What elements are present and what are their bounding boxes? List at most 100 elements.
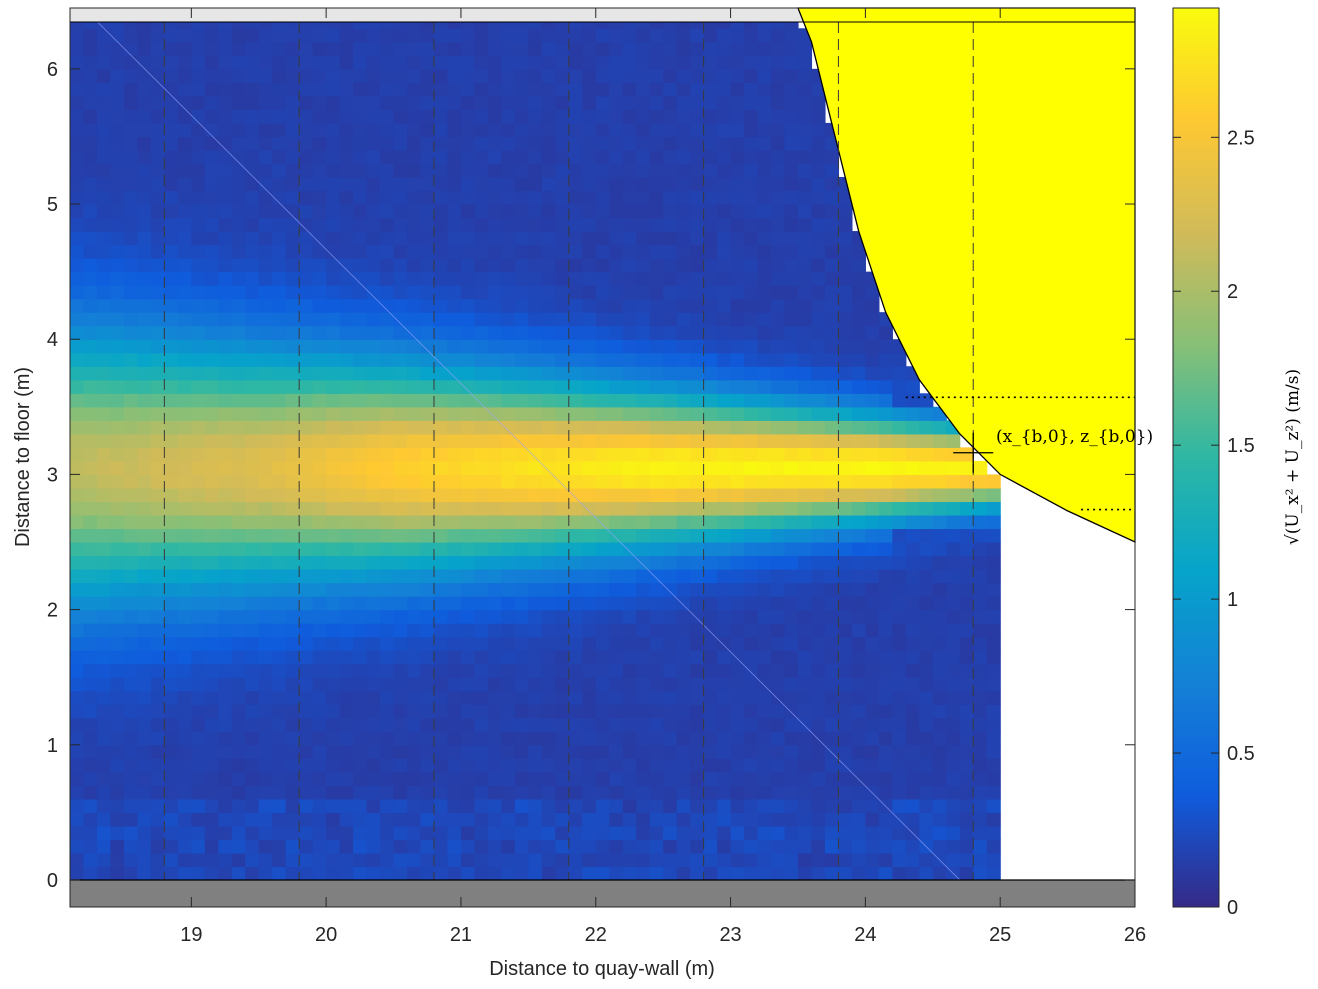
heat-cell xyxy=(150,366,165,381)
heat-cell xyxy=(541,839,556,854)
heat-cell xyxy=(501,744,516,759)
heat-cell xyxy=(487,55,502,70)
heat-cell xyxy=(83,690,98,705)
heat-cell xyxy=(568,109,583,124)
heat-cell xyxy=(339,379,354,394)
heat-cell xyxy=(595,82,610,97)
heat-cell xyxy=(70,325,85,340)
heat-cell xyxy=(245,217,260,232)
heat-cell xyxy=(299,68,314,83)
heat-cell xyxy=(299,55,314,70)
heat-cell xyxy=(380,366,395,381)
heat-cell xyxy=(285,555,300,570)
heat-cell xyxy=(150,176,165,192)
heat-cell xyxy=(70,68,85,83)
heat-cell xyxy=(811,731,826,746)
heat-cell xyxy=(690,771,705,786)
heat-cell xyxy=(474,582,489,597)
heat-cell xyxy=(231,514,246,530)
heat-cell xyxy=(582,582,597,597)
heat-cell xyxy=(380,758,395,773)
heat-cell xyxy=(649,149,664,165)
heat-cell xyxy=(447,569,462,584)
colorbar-tick-label: 0 xyxy=(1227,897,1238,919)
heat-cell xyxy=(717,541,732,557)
heat-cell xyxy=(474,650,489,665)
heat-cell xyxy=(541,55,556,70)
heat-cell xyxy=(663,204,678,219)
heat-cell xyxy=(609,285,624,300)
heat-cell xyxy=(595,68,610,83)
heat-cell xyxy=(555,339,570,354)
heat-cell xyxy=(204,68,219,83)
heat-cell xyxy=(568,650,583,665)
heat-cell xyxy=(744,176,759,192)
heat-cell xyxy=(622,136,637,151)
heat-cell xyxy=(204,569,219,584)
heat-cell xyxy=(380,609,395,624)
heat-cell xyxy=(447,609,462,624)
heat-cell xyxy=(487,663,502,678)
heat-cell xyxy=(892,771,907,786)
heat-cell xyxy=(959,596,974,611)
heat-cell xyxy=(218,420,233,435)
heat-cell xyxy=(528,636,543,651)
heat-cell xyxy=(663,258,678,273)
heat-cell xyxy=(986,514,1001,530)
heat-cell xyxy=(663,122,678,138)
heat-cell xyxy=(164,555,179,570)
heat-cell xyxy=(797,690,813,705)
heat-cell xyxy=(771,609,786,624)
heat-cell xyxy=(663,690,678,705)
heat-cell xyxy=(973,866,988,881)
heat-cell xyxy=(460,190,476,205)
heat-cell xyxy=(366,204,381,219)
heat-cell xyxy=(204,28,219,43)
heat-cell xyxy=(676,785,691,800)
heat-cell xyxy=(676,271,691,286)
heat-cell xyxy=(568,744,583,759)
heat-cell xyxy=(177,636,192,651)
heat-cell xyxy=(231,677,246,692)
heat-cell xyxy=(784,785,799,800)
heat-cell xyxy=(663,190,678,205)
heat-cell xyxy=(973,690,988,705)
heat-cell xyxy=(164,325,179,340)
heat-cell xyxy=(380,852,395,868)
heat-cell xyxy=(541,704,556,719)
heat-cell xyxy=(595,379,610,394)
heat-cell xyxy=(717,95,732,110)
heat-cell xyxy=(380,514,395,530)
heat-cell xyxy=(865,852,880,868)
heat-cell xyxy=(123,839,138,854)
heat-cell xyxy=(447,271,462,286)
heat-cell xyxy=(137,474,152,489)
heat-cell xyxy=(973,636,988,651)
heat-cell xyxy=(218,555,233,570)
heat-cell xyxy=(946,690,961,705)
heat-cell xyxy=(824,258,840,273)
heat-cell xyxy=(582,690,597,705)
heat-cell xyxy=(784,609,799,624)
heat-cell xyxy=(177,609,192,624)
heat-cell xyxy=(420,176,435,192)
heat-cell xyxy=(568,406,583,421)
heat-cell xyxy=(474,258,489,273)
heat-cell xyxy=(919,798,934,813)
heat-cell xyxy=(326,582,341,597)
heat-cell xyxy=(919,541,934,557)
heat-cell xyxy=(272,420,287,435)
heat-cell xyxy=(231,528,246,543)
heat-cell xyxy=(460,812,476,827)
heat-cell xyxy=(824,852,840,868)
heat-cell xyxy=(582,339,597,354)
heat-cell xyxy=(272,825,287,841)
heat-cell xyxy=(191,825,206,841)
heat-cell xyxy=(407,812,422,827)
heat-cell xyxy=(501,393,516,408)
heat-cell xyxy=(96,244,112,259)
heat-cell xyxy=(717,68,732,83)
heat-cell xyxy=(851,717,866,732)
heat-cell xyxy=(312,852,327,868)
heat-cell xyxy=(905,393,920,408)
